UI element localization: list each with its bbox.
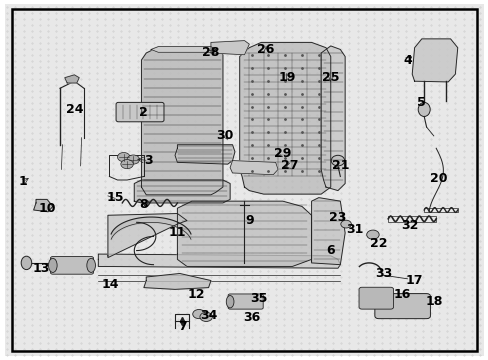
- Ellipse shape: [330, 155, 344, 166]
- Polygon shape: [98, 254, 340, 268]
- Text: 23: 23: [328, 211, 346, 224]
- Text: 22: 22: [369, 237, 386, 250]
- FancyBboxPatch shape: [116, 102, 163, 122]
- Text: 11: 11: [168, 226, 186, 239]
- Text: 19: 19: [278, 71, 296, 84]
- Bar: [387, 216, 435, 222]
- Text: 6: 6: [326, 244, 334, 257]
- Circle shape: [127, 155, 139, 164]
- Text: 10: 10: [38, 202, 56, 215]
- Circle shape: [366, 230, 378, 239]
- Circle shape: [192, 310, 205, 319]
- Circle shape: [117, 153, 130, 162]
- Circle shape: [200, 312, 212, 321]
- Polygon shape: [177, 201, 311, 266]
- FancyBboxPatch shape: [50, 257, 93, 274]
- Text: 34: 34: [200, 309, 217, 322]
- Text: 33: 33: [374, 267, 391, 280]
- Circle shape: [340, 220, 351, 228]
- Text: 17: 17: [405, 274, 423, 287]
- Text: 18: 18: [424, 295, 442, 308]
- Text: 31: 31: [346, 223, 363, 236]
- Polygon shape: [64, 75, 79, 83]
- Ellipse shape: [417, 102, 429, 117]
- Polygon shape: [230, 161, 278, 175]
- Text: 14: 14: [102, 278, 119, 291]
- Polygon shape: [108, 213, 186, 258]
- Text: 20: 20: [429, 172, 447, 185]
- Polygon shape: [411, 39, 457, 82]
- Polygon shape: [239, 42, 330, 194]
- Text: 15: 15: [106, 191, 123, 204]
- Text: 25: 25: [322, 71, 339, 84]
- Text: 13: 13: [32, 262, 49, 275]
- FancyBboxPatch shape: [228, 294, 263, 309]
- Text: 29: 29: [274, 147, 291, 160]
- Polygon shape: [175, 145, 234, 164]
- Text: 1: 1: [19, 175, 27, 188]
- Circle shape: [121, 159, 133, 169]
- Text: 4: 4: [402, 54, 411, 67]
- Text: 5: 5: [417, 96, 426, 109]
- Bar: [424, 207, 457, 212]
- Text: 28: 28: [202, 46, 219, 59]
- Text: 9: 9: [244, 214, 253, 227]
- Ellipse shape: [21, 256, 32, 270]
- Text: 26: 26: [257, 43, 274, 56]
- Polygon shape: [321, 46, 345, 190]
- Polygon shape: [134, 180, 230, 203]
- Polygon shape: [151, 47, 215, 52]
- FancyBboxPatch shape: [358, 287, 393, 309]
- Polygon shape: [210, 41, 249, 55]
- Text: 3: 3: [144, 154, 153, 167]
- Text: 27: 27: [281, 159, 298, 172]
- Polygon shape: [34, 199, 53, 212]
- Ellipse shape: [48, 258, 57, 273]
- FancyBboxPatch shape: [374, 294, 429, 319]
- Ellipse shape: [226, 296, 233, 308]
- Text: 21: 21: [331, 159, 348, 172]
- Text: 30: 30: [216, 129, 234, 143]
- Text: 12: 12: [187, 288, 205, 301]
- Text: 35: 35: [250, 292, 267, 305]
- Text: 8: 8: [139, 198, 148, 211]
- Polygon shape: [141, 48, 223, 195]
- Text: 32: 32: [400, 219, 418, 232]
- Text: 36: 36: [243, 311, 260, 324]
- Text: 7: 7: [178, 320, 186, 333]
- Text: 16: 16: [393, 288, 410, 301]
- Text: 24: 24: [65, 103, 83, 116]
- Ellipse shape: [87, 258, 95, 273]
- Polygon shape: [143, 274, 210, 289]
- Polygon shape: [311, 198, 345, 265]
- Text: 2: 2: [139, 107, 148, 120]
